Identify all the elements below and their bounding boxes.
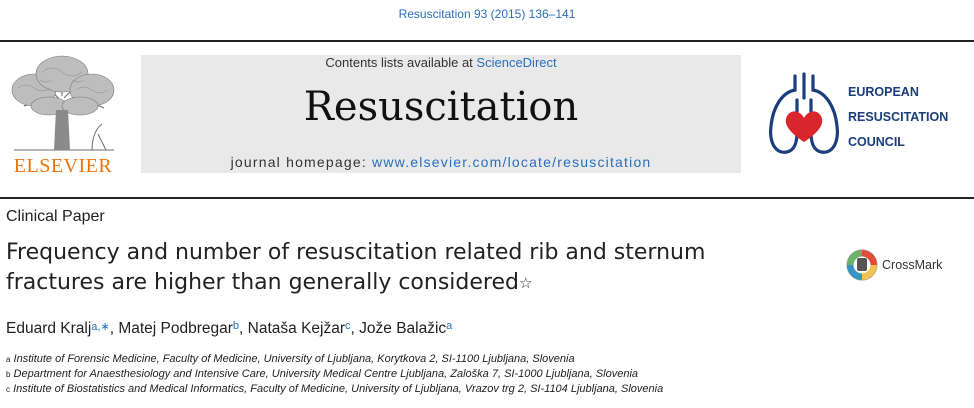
author-2[interactable]: Matej Podbregarb,: [118, 320, 248, 337]
author-3-affiliation-mark[interactable]: c: [345, 320, 351, 332]
sciencedirect-link[interactable]: ScienceDirect: [476, 55, 557, 70]
contents-line: Contents lists available at ScienceDirec…: [141, 55, 741, 70]
journal-homepage-line: journal homepage: www.elsevier.com/locat…: [141, 154, 741, 170]
homepage-link[interactable]: www.elsevier.com/locate/resuscitation: [372, 154, 652, 170]
elsevier-tree-icon: [11, 55, 115, 151]
erc-line-1: EUROPEAN: [848, 85, 919, 99]
author-3[interactable]: Nataša Kejžarc,: [247, 320, 360, 337]
erc-wordmark: EUROPEAN RESUSCITATION COUNCIL: [848, 80, 948, 155]
journal-citation[interactable]: Resuscitation 93 (2015) 136–141: [398, 7, 576, 21]
header-top-rule: [0, 40, 974, 42]
crossmark-icon: [846, 249, 878, 281]
title-line-2: fractures are higher than generally cons…: [6, 270, 519, 295]
author-2-affiliation-mark[interactable]: b: [232, 320, 240, 332]
journal-title: Resuscitation: [303, 84, 579, 130]
elsevier-logo[interactable]: ELSEVIER: [4, 50, 122, 178]
affiliation-item: b Department for Anaesthesiology and Int…: [6, 368, 639, 380]
article-title: Frequency and number of resuscitation re…: [6, 238, 806, 298]
affiliation-item: c Institute of Biostatistics and Medical…: [6, 383, 664, 395]
affiliation-list: a Institute of Forensic Medicine, Facult…: [6, 352, 663, 397]
affiliation-item: a Institute of Forensic Medicine, Facult…: [6, 353, 575, 365]
author-list: Eduard Kralja,∗, Matej Podbregarb, Nataš…: [6, 320, 452, 338]
elsevier-wordmark: ELSEVIER: [13, 155, 113, 177]
crossmark-label: CrossMark: [882, 258, 943, 272]
title-footnote-star[interactable]: ☆: [518, 274, 533, 292]
crossmark-badge[interactable]: CrossMark: [846, 247, 956, 287]
header-bottom-rule: [0, 197, 974, 199]
author-1-affiliation-mark[interactable]: a,∗: [91, 321, 110, 333]
contents-prefix: Contents lists available at: [325, 55, 473, 70]
erc-line-3: COUNCIL: [848, 135, 905, 149]
erc-line-2: RESUSCITATION: [848, 110, 949, 124]
erc-lungs-heart-icon[interactable]: [765, 70, 843, 158]
title-line-1: Frequency and number of resuscitation re…: [6, 240, 706, 265]
author-1[interactable]: Eduard Kralja,∗,: [6, 320, 119, 337]
homepage-label: journal homepage:: [230, 154, 367, 170]
journal-masthead: Contents lists available at ScienceDirec…: [141, 55, 741, 173]
article-type: Clinical Paper: [6, 208, 105, 225]
author-4[interactable]: Jože Balažica: [359, 320, 453, 337]
author-4-affiliation-mark[interactable]: a: [446, 320, 453, 332]
